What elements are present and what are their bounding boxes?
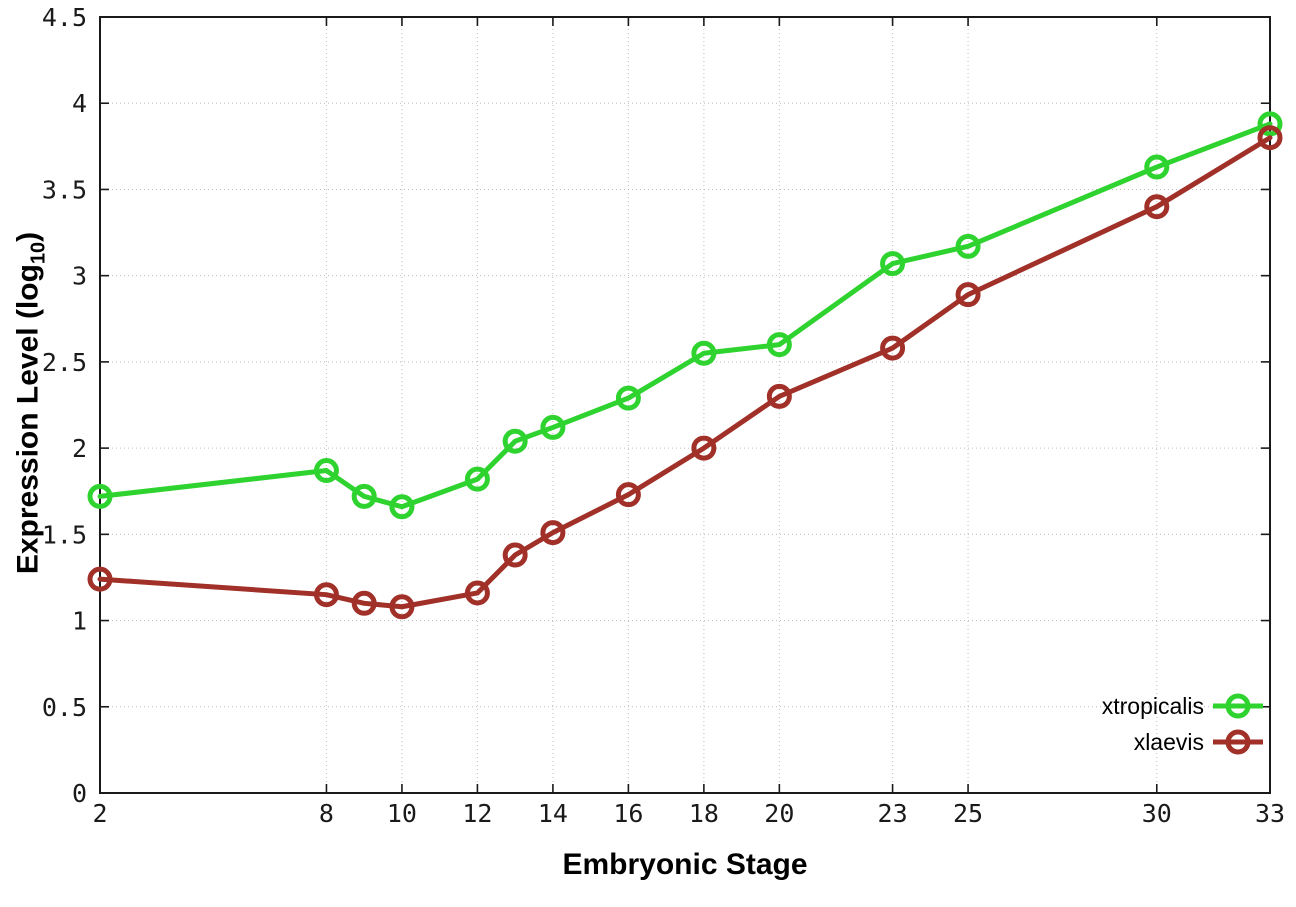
data-point-xtropicalis [389, 494, 415, 520]
x-tick-label: 20 [764, 799, 794, 828]
data-point-xtropicalis [880, 251, 906, 277]
data-point-xlaevis [389, 594, 415, 620]
data-point-xtropicalis [1144, 154, 1170, 180]
x-tick-label: 10 [387, 799, 417, 828]
data-point-xlaevis [1257, 125, 1283, 151]
x-tick-label: 2 [92, 799, 107, 828]
series-line-xlaevis [97, 135, 1273, 610]
data-point-xlaevis [464, 580, 490, 606]
data-point-xtropicalis [351, 483, 377, 509]
data-point-xtropicalis [766, 332, 792, 358]
plot-border [99, 16, 1271, 794]
y-tick-label: 4 [72, 89, 87, 118]
y-tick-label: 3 [72, 262, 87, 291]
data-point-xtropicalis [615, 385, 641, 411]
x-tick-label: 18 [689, 799, 719, 828]
legend-marker-xlaevis [1225, 729, 1251, 755]
data-point-xtropicalis [313, 458, 339, 484]
data-point-xlaevis [955, 282, 981, 308]
data-point-xtropicalis [955, 233, 981, 259]
x-tick-label: 23 [878, 799, 908, 828]
data-point-xlaevis [691, 435, 717, 461]
x-tick-label: 14 [538, 799, 568, 828]
x-axis-title: Embryonic Stage [562, 848, 808, 881]
data-point-xlaevis [540, 520, 566, 546]
y-tick-label: 0 [72, 779, 87, 808]
data-point-xtropicalis [540, 414, 566, 440]
y-tick-label: 4.5 [42, 3, 87, 32]
data-point-xlaevis [87, 566, 113, 592]
x-tick-label: 16 [613, 799, 643, 828]
data-point-xlaevis [1144, 194, 1170, 220]
series-line-xtropicalis [97, 121, 1273, 510]
x-tick-label: 33 [1255, 799, 1285, 828]
y-tick-label: 2.5 [42, 348, 87, 377]
y-axis-title-text: Expression Level (log [11, 264, 45, 575]
y-axis-title: Expression Level (log10) [12, 232, 51, 574]
data-point-xtropicalis [691, 340, 717, 366]
data-point-xlaevis [351, 590, 377, 616]
data-point-xtropicalis [502, 428, 528, 454]
data-point-xlaevis [502, 542, 528, 568]
data-point-xlaevis [313, 582, 339, 608]
legend-marker-xtropicalis [1225, 693, 1251, 719]
data-point-xtropicalis [1257, 111, 1283, 137]
y-tick-label: 1.5 [42, 520, 87, 549]
x-tick-label: 30 [1142, 799, 1172, 828]
x-tick-label: 25 [953, 799, 983, 828]
data-point-xtropicalis [464, 466, 490, 492]
data-point-xlaevis [766, 383, 792, 409]
y-tick-label: 0.5 [42, 693, 87, 722]
y-tick-label: 1 [72, 607, 87, 636]
data-point-xlaevis [615, 482, 641, 508]
y-axis-title-close: ) [11, 231, 45, 242]
data-point-xlaevis [880, 335, 906, 361]
y-axis-title-subscript: 10 [27, 241, 50, 265]
y-tick-label: 2 [72, 434, 87, 463]
data-point-xtropicalis [87, 483, 113, 509]
x-tick-label: 12 [462, 799, 492, 828]
legend-label-xlaevis: xlaevis [1134, 729, 1204, 755]
x-tick-label: 8 [319, 799, 334, 828]
y-tick-label: 3.5 [42, 175, 87, 204]
legend-label-xtropicalis: xtropicalis [1102, 693, 1204, 719]
